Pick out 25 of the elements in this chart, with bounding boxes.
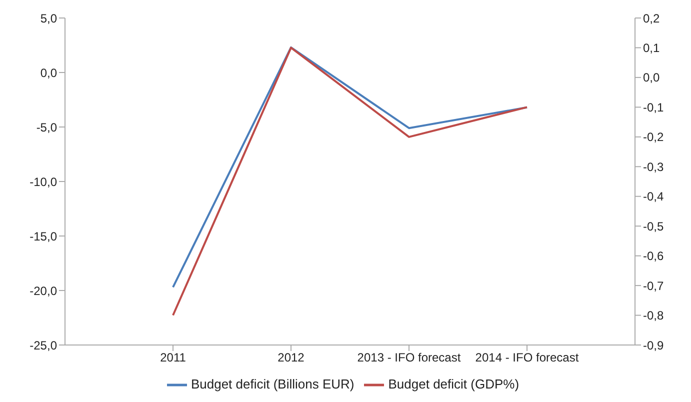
x-tick-label: 2011 (160, 350, 186, 365)
legend-label: Budget deficit (Billions EUR) (190, 376, 354, 392)
y-tick-label: -25,0 (30, 338, 58, 352)
y-tick-label: -20,0 (30, 284, 58, 298)
x-tick-label: 2013 - IFO forecast (357, 350, 462, 365)
y2-tick-label: -0,7 (643, 278, 664, 293)
y2-tick-label: 0,1 (643, 40, 660, 55)
y2-tick-label: -0,1 (643, 100, 664, 114)
y2-tick-label: -0,4 (643, 190, 664, 204)
x-tick-label: 2012 (278, 350, 305, 365)
y2-tick-label: -0,3 (643, 160, 664, 174)
y2-tick-label: -0,6 (643, 249, 664, 264)
y-tick-label: 0,0 (40, 66, 58, 80)
y-tick-label: 5,0 (40, 11, 58, 26)
y-tick-label: -10,0 (30, 174, 58, 189)
y-tick-label: -5,0 (36, 120, 58, 134)
x-tick-label: 2014 - IFO forecast (475, 350, 580, 365)
y2-tick-label: -0,2 (643, 130, 664, 144)
y2-tick-label: 0,2 (643, 11, 660, 26)
y2-tick-label: 0,0 (643, 70, 660, 85)
y2-tick-label: -0,5 (643, 219, 664, 234)
y2-tick-label: -0,9 (643, 338, 664, 352)
y-tick-label: -15,0 (30, 229, 58, 244)
legend-label: Budget deficit (GDP%) (388, 376, 520, 392)
y2-tick-label: -0,8 (643, 308, 664, 323)
